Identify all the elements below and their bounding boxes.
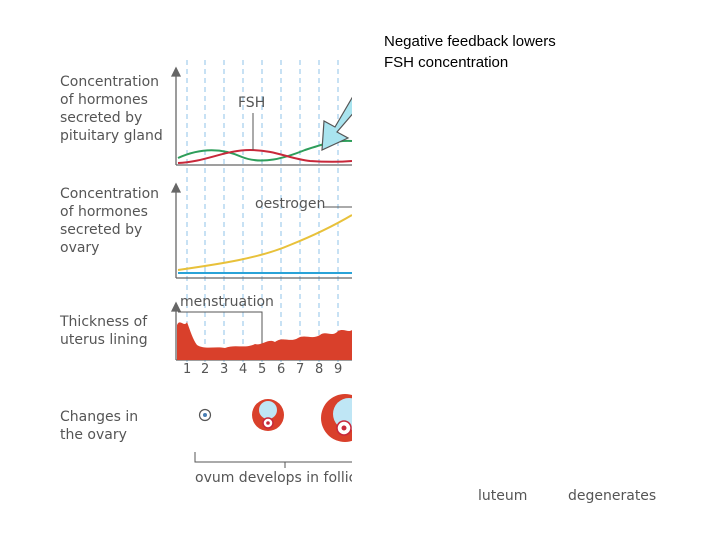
callout-text: Negative feedback lowers FSH concentrati… xyxy=(384,33,556,71)
degenerates-label: degenerates xyxy=(568,488,657,504)
ovum-develops-label: ovum develops in follic xyxy=(195,470,352,486)
day-number: 5 xyxy=(258,362,267,377)
fsh-label: FSH xyxy=(238,95,266,111)
fsh-curve xyxy=(177,148,353,164)
ovary-hormones-row-label: Concentration of hormones secreted by ov… xyxy=(60,186,160,256)
menstruation-label: menstruation xyxy=(180,294,274,310)
menstruation-bracket xyxy=(178,311,263,345)
day-number: 9 xyxy=(334,362,343,377)
follicle-1 xyxy=(198,408,212,422)
day-number: 7 xyxy=(296,362,305,377)
day-numbers: 1 2 3 4 5 6 7 8 9 xyxy=(0,362,352,380)
day-number: 2 xyxy=(201,362,210,377)
uterus-row-label: Thickness of uterus lining xyxy=(60,314,148,348)
pituitary-axes xyxy=(170,66,352,166)
follicle-2 xyxy=(252,399,284,431)
day-number: 8 xyxy=(315,362,324,377)
luteum-label: luteum xyxy=(478,488,528,504)
ovum-bracket xyxy=(194,452,352,468)
day-number: 1 xyxy=(183,362,192,377)
ovary-changes-row-label: Changes in the ovary xyxy=(60,409,139,443)
day-number: 6 xyxy=(277,362,286,377)
pituitary-row-label: Concentration of hormones secreted by pi… xyxy=(60,74,163,144)
day-number: 3 xyxy=(220,362,229,377)
ovary-hormone-axes xyxy=(170,182,352,279)
day-number: 4 xyxy=(239,362,248,377)
image-crop-mask xyxy=(352,0,720,480)
oestrogen-curve xyxy=(177,214,353,271)
uterus-lining xyxy=(177,322,352,360)
oestrogen-label: oestrogen xyxy=(255,196,326,212)
